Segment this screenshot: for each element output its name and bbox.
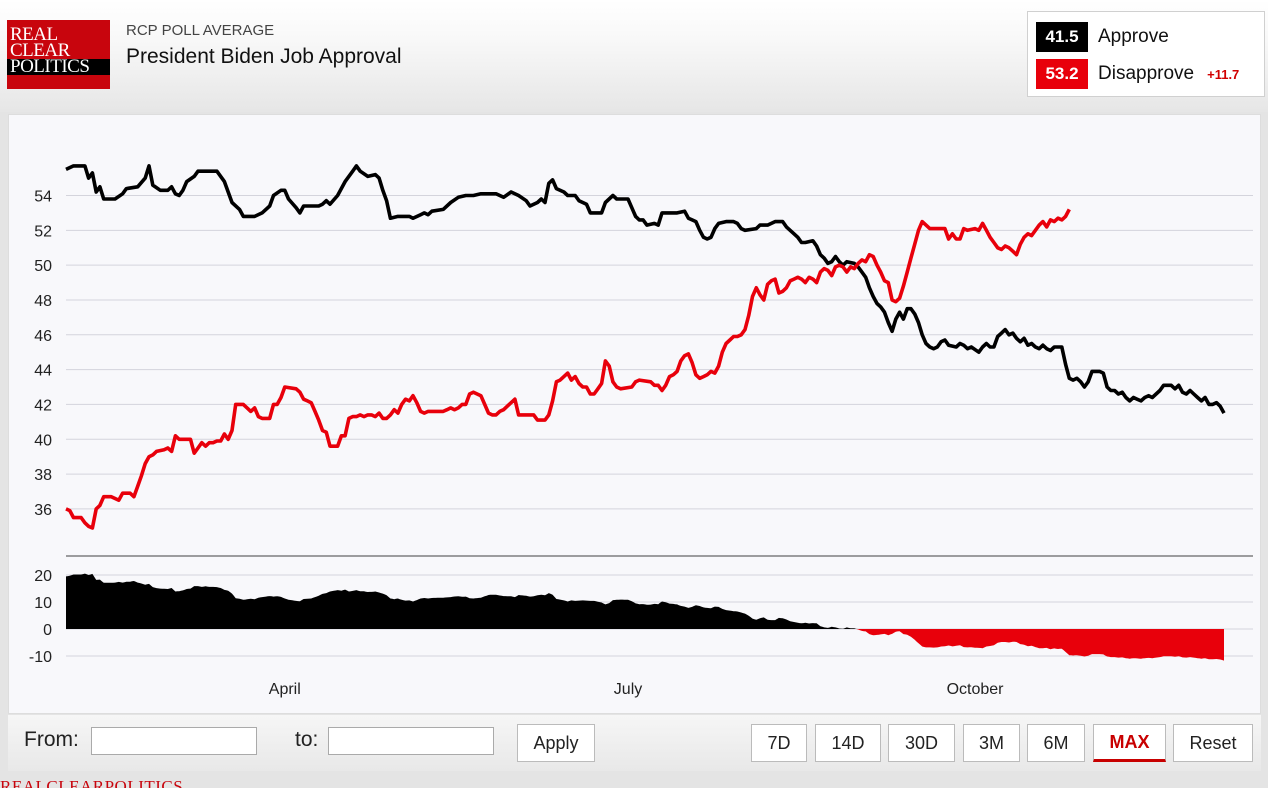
- legend-box: 41.5 Approve 53.2 Disapprove +11.7: [1027, 11, 1265, 97]
- y-tick-label-40: 40: [34, 432, 52, 449]
- spread-tick-label-10: 10: [34, 595, 52, 612]
- spread-tick-label--10: -10: [29, 649, 52, 666]
- disapprove-line: [65, 208, 1071, 530]
- to-label: to:: [295, 728, 319, 751]
- y-tick-label-36: 36: [34, 502, 52, 519]
- logo-line-2: CLEAR: [10, 40, 70, 61]
- apply-button[interactable]: Apply: [517, 724, 595, 762]
- y-tick-label-50: 50: [34, 258, 52, 275]
- footer-brand: REALCLEARPOLITICS: [0, 778, 184, 788]
- spread-value: +11.7: [1207, 66, 1240, 82]
- poll-average-label: RCP POLL AVERAGE: [126, 22, 275, 39]
- legend-approve: 41.5 Approve: [1036, 22, 1169, 52]
- range-3m-button[interactable]: 3M: [963, 724, 1020, 762]
- range-7d-button[interactable]: 7D: [751, 724, 807, 762]
- range-6m-button[interactable]: 6M: [1027, 724, 1085, 762]
- x-tick-label-july: July: [614, 681, 642, 698]
- approval-chart[interactable]: 36 38 40 42 44 46 48 50 52 54 20 10 0 -10 April July Oct…: [0, 0, 1268, 715]
- disapprove-value-badge: 53.2: [1036, 59, 1088, 89]
- date-controls: From: to: Apply 7D 14D 30D 3M 6M MAX Res…: [8, 715, 1261, 771]
- header-bar: REAL CLEAR POLITICS RCP POLL AVERAGE Pre…: [0, 0, 1268, 112]
- range-14d-button[interactable]: 14D: [815, 724, 881, 762]
- to-date-input[interactable]: [328, 727, 494, 755]
- x-tick-label-october: October: [947, 681, 1005, 698]
- spread-area-negative: [66, 629, 1224, 661]
- range-max-button[interactable]: MAX: [1093, 724, 1166, 762]
- disapprove-label: Disapprove: [1098, 63, 1195, 84]
- logo-line-3: POLITICS: [7, 57, 110, 76]
- spread-tick-label-0: 0: [43, 622, 52, 639]
- y-tick-label-52: 52: [34, 223, 52, 240]
- y-tick-label-54: 54: [34, 189, 52, 206]
- y-tick-label-44: 44: [34, 363, 52, 380]
- y-tick-label-46: 46: [34, 328, 52, 345]
- y-tick-label-48: 48: [34, 293, 52, 310]
- reset-button[interactable]: Reset: [1173, 724, 1253, 762]
- approve-value-badge: 41.5: [1036, 22, 1088, 52]
- legend-disapprove: 53.2 Disapprove +11.7: [1036, 59, 1239, 89]
- from-date-input[interactable]: [91, 727, 257, 755]
- approve-label: Approve: [1098, 26, 1169, 47]
- approve-line: [65, 164, 1226, 414]
- x-tick-label-april: April: [269, 681, 301, 698]
- rcp-logo[interactable]: REAL CLEAR POLITICS: [7, 20, 110, 89]
- spread-tick-label-20: 20: [34, 568, 52, 585]
- spread-area-positive: [66, 573, 1224, 629]
- page-title: President Biden Job Approval: [126, 45, 402, 68]
- logo-line-1: REAL: [10, 24, 58, 45]
- y-tick-label-42: 42: [34, 397, 52, 414]
- y-tick-label-38: 38: [34, 467, 52, 484]
- range-30d-button[interactable]: 30D: [888, 724, 955, 762]
- from-label: From:: [24, 728, 79, 751]
